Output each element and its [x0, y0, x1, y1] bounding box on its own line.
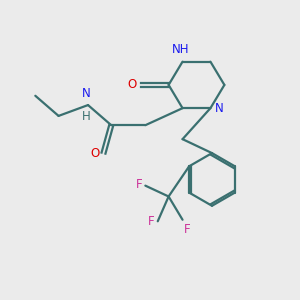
Text: H: H	[82, 110, 91, 123]
Text: F: F	[184, 223, 191, 236]
Text: O: O	[128, 78, 137, 92]
Text: F: F	[136, 178, 142, 190]
Text: N: N	[215, 102, 224, 115]
Text: NH: NH	[172, 43, 190, 56]
Text: N: N	[82, 87, 91, 101]
Text: F: F	[148, 215, 154, 228]
Text: O: O	[91, 147, 100, 160]
